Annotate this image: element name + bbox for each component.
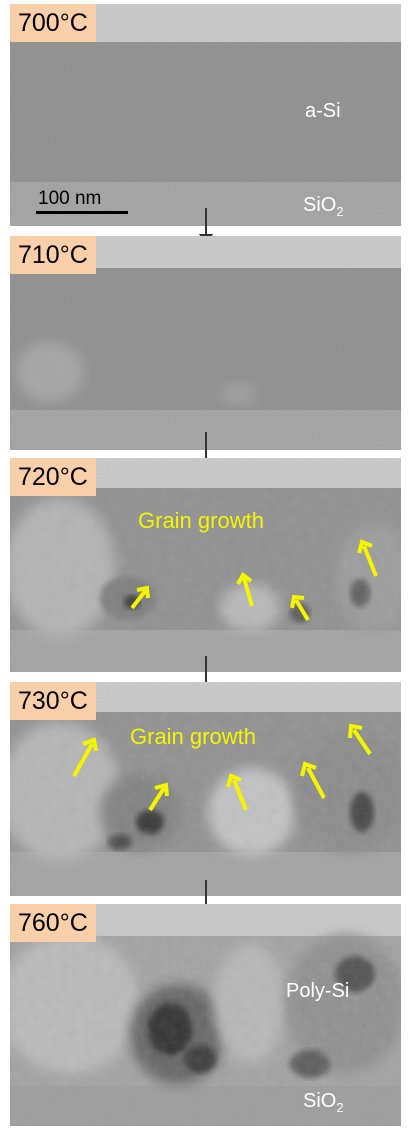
yellow-arrow-icon (348, 723, 372, 756)
temperature-badge: 700°C (10, 4, 96, 42)
tem-panel-700: 700°C a-Si SiO2 100 nm (10, 4, 401, 226)
a-si-label: a-Si (305, 100, 341, 122)
yellow-arrow-icon (72, 737, 98, 777)
tem-panel-720: 720°C Grain growth (10, 458, 401, 672)
yellow-arrow-icon (226, 773, 248, 811)
scale-bar (36, 211, 128, 214)
sio2-label: SiO2 (303, 1090, 344, 1115)
temperature-badge: 710°C (10, 236, 96, 274)
tem-panel-710: 710°C (10, 236, 401, 450)
sio2-label: SiO2 (303, 194, 344, 219)
temperature-badge: 720°C (10, 458, 96, 496)
tem-image-700 (10, 4, 401, 226)
tem-panel-760: 760°C Poly-Si SiO2 (10, 904, 401, 1126)
grain-growth-label: Grain growth (130, 724, 256, 749)
tem-panel-730: 730°C Grain growth (10, 682, 401, 896)
tem-image-760 (10, 904, 401, 1126)
grain-growth-label: Grain growth (138, 508, 264, 533)
yellow-arrow-icon (130, 585, 150, 610)
yellow-arrow-icon (148, 782, 169, 812)
scale-bar-label: 100 nm (38, 188, 102, 209)
temperature-badge: 760°C (10, 904, 96, 942)
poly-si-label: Poly-Si (286, 980, 350, 1002)
yellow-arrow-icon (357, 539, 378, 577)
tem-image-720 (10, 458, 401, 672)
yellow-arrow-icon (290, 594, 310, 622)
yellow-arrow-icon (300, 761, 326, 799)
temperature-badge: 730°C (10, 682, 96, 720)
yellow-arrow-icon (236, 572, 254, 607)
